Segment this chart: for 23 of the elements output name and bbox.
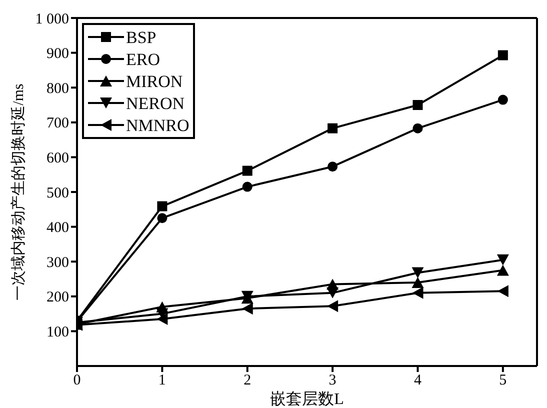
- x-tick-label: 0: [73, 372, 81, 389]
- x-tick-label: 3: [328, 372, 336, 389]
- legend-label: ERO: [126, 50, 160, 68]
- y-tick-label: 100: [46, 324, 69, 341]
- y-tick-label: 800: [46, 80, 69, 97]
- y-axis-title: 一次域内移动产生的切换时延/ms: [10, 84, 27, 300]
- y-tick-label: 200: [46, 290, 69, 306]
- y-tick-label: 700: [46, 116, 69, 132]
- y-tick-label: 300: [46, 254, 69, 271]
- legend-label: BSP: [126, 28, 156, 46]
- x-tick-label: 1: [158, 372, 166, 389]
- legend-label: NERON: [126, 94, 185, 112]
- y-tick-label: 1 000: [35, 11, 69, 28]
- x-tick-label: 4: [414, 372, 422, 389]
- y-tick-label: 600: [46, 150, 69, 167]
- legend-label: MIRON: [126, 72, 183, 90]
- x-tick-label: 5: [499, 372, 507, 389]
- x-axis-title: 嵌套层数L: [270, 390, 344, 408]
- y-tick-label: 900: [46, 46, 69, 62]
- legend-label: NMNRO: [126, 116, 190, 134]
- y-tick-label: 400: [46, 220, 69, 236]
- x-tick-label: 2: [244, 372, 252, 389]
- y-tick-label: 500: [46, 185, 69, 202]
